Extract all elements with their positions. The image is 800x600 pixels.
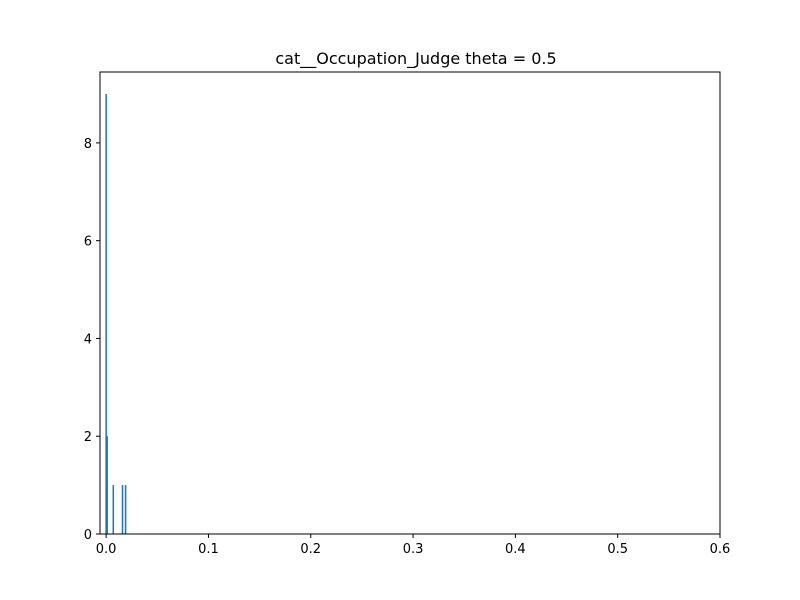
histogram-bar [121,485,124,534]
histogram-bar [105,94,107,534]
y-tick-label: 2 [84,430,92,445]
x-tick-label: 0.5 [607,542,628,557]
y-axis-ticks: 0 2 4 6 8 [84,137,100,543]
y-tick-label: 4 [84,332,92,347]
chart-title: cat__Occupation_Judge theta = 0.5 [275,49,556,69]
y-tick-label: 6 [84,235,92,250]
x-axis-ticks: 0.0 0.1 0.2 0.3 0.4 0.5 0.6 [96,534,731,557]
histogram-bar [112,485,115,534]
x-tick-label: 0.1 [198,542,219,557]
histogram-bar [106,436,108,534]
x-tick-label: 0.3 [403,542,424,557]
y-tick-label: 8 [84,137,92,152]
x-tick-label: 0.6 [710,542,731,557]
bars-group [105,94,127,534]
y-tick-label: 0 [84,528,92,543]
x-tick-label: 0.4 [505,542,526,557]
histogram-bar [124,485,127,534]
plot-frame [99,71,721,535]
x-tick-label: 0.2 [300,542,321,557]
x-tick-label: 0.0 [96,542,117,557]
